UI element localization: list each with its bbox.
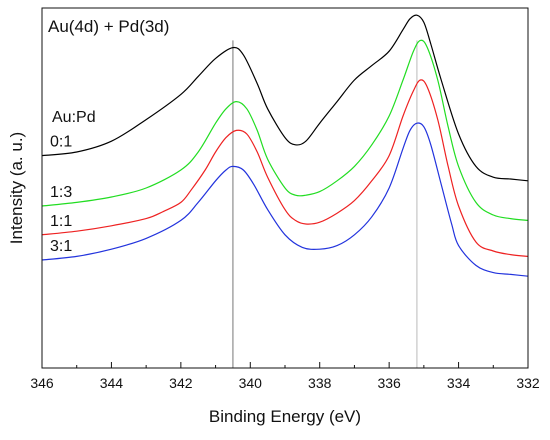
series-label: 1:1 [50, 213, 72, 230]
legend-title: Au:Pd [52, 109, 96, 126]
x-tick-label: 336 [377, 375, 401, 391]
series-labels: 0:1 1:3 1:1 3:1 [50, 134, 72, 255]
x-tick-label: 344 [100, 375, 124, 391]
x-tick-label: 332 [516, 375, 540, 391]
x-tick-label: 342 [169, 375, 193, 391]
series-line-1-1 [41, 79, 529, 257]
series-line-3-1 [41, 122, 529, 277]
series-label: 1:3 [50, 184, 72, 201]
series-label: 0:1 [50, 134, 72, 151]
chart-title: Au(4d) + Pd(3d) [48, 17, 169, 36]
reference-lines [232, 40, 418, 368]
y-axis-title: Intensity (a. u.) [7, 132, 26, 244]
series-layer [41, 14, 529, 277]
x-ticks: 346 344 342 340 338 336 334 332 [30, 362, 540, 391]
x-tick-label: 346 [30, 375, 54, 391]
x-tick-label: 334 [447, 375, 471, 391]
x-axis-title: Binding Energy (eV) [209, 407, 361, 426]
series-line-1-3 [41, 39, 529, 221]
series-line-0-1 [41, 14, 529, 182]
x-tick-label: 340 [239, 375, 263, 391]
series-label: 3:1 [50, 238, 72, 255]
x-tick-label: 338 [308, 375, 332, 391]
